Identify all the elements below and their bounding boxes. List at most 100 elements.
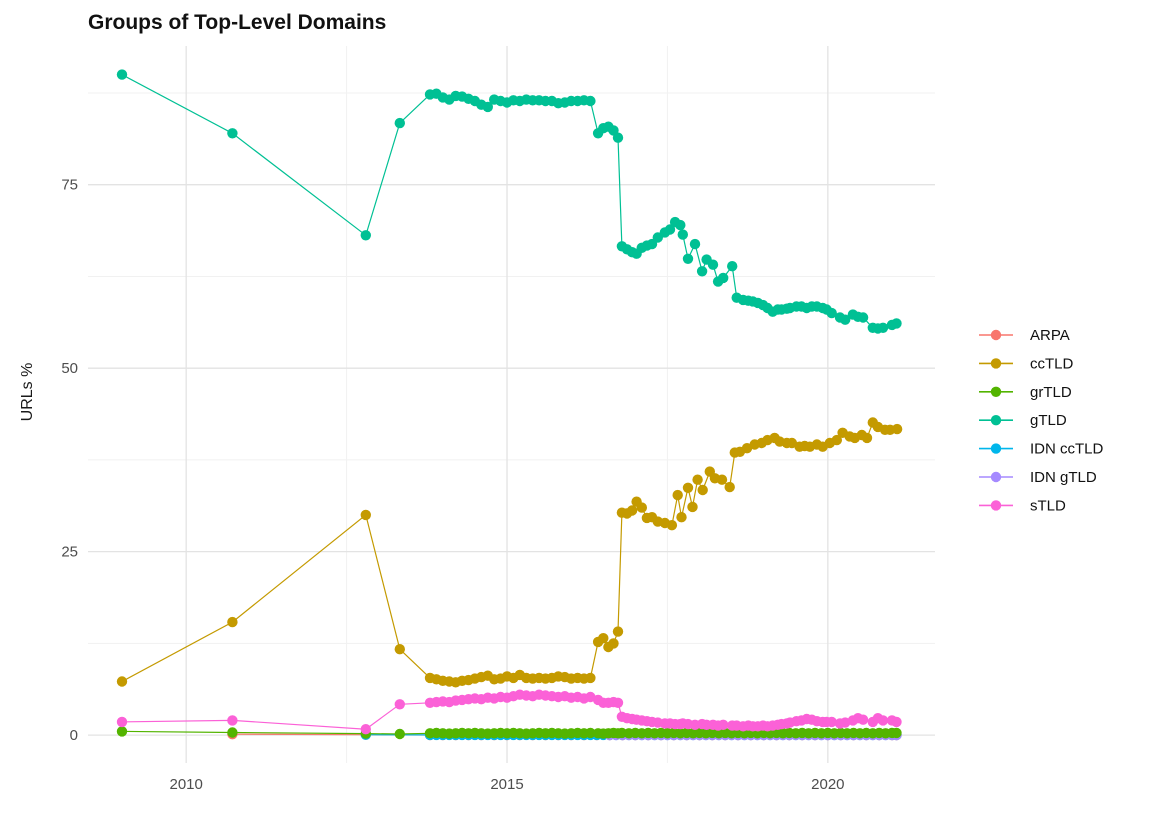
data-point-gtld <box>707 259 719 270</box>
data-point-stld <box>877 715 889 726</box>
data-point-stld <box>891 716 902 728</box>
data-point-stld <box>227 715 238 726</box>
data-point-grtld <box>394 728 405 740</box>
legend-item-gtld: gTLD <box>979 412 1067 429</box>
data-point-cctld <box>682 482 694 493</box>
legend: ARPA ccTLD grTLD gTLD IDN ccTLD IDN gTLD sTLD <box>979 327 1104 514</box>
data-point-gtld <box>482 101 493 113</box>
data-point-stld <box>116 716 128 728</box>
data-point-cctld <box>861 432 873 444</box>
data-point-cctld <box>227 616 238 628</box>
data-point-stld <box>718 719 729 730</box>
data-point-gtld <box>718 272 729 284</box>
data-point-gtld <box>857 312 869 323</box>
legend-label-idn-gtld: IDN gTLD <box>1030 469 1097 486</box>
legend-key-dot-cctld <box>990 358 1002 369</box>
legend-item-arpa: ARPA <box>979 327 1070 344</box>
data-point-gtld <box>877 322 889 333</box>
legend-key-dot-gtld <box>990 415 1002 426</box>
data-point-cctld <box>741 443 753 454</box>
legend-item-stld: sTLD <box>979 497 1066 514</box>
data-point-gtld <box>227 128 238 139</box>
data-point-cctld <box>626 505 638 516</box>
data-point-gtld <box>394 117 405 129</box>
y-tick-label: 50 <box>61 360 78 377</box>
data-point-cctld <box>636 502 647 513</box>
legend-item-idn-gtld: IDN gTLD <box>979 469 1097 486</box>
data-point-cctld <box>608 638 619 649</box>
series-gtld <box>116 69 902 334</box>
gridlines-major <box>88 46 935 763</box>
legend-item-cctld: ccTLD <box>979 355 1074 372</box>
data-point-gtld <box>689 238 701 250</box>
data-point-cctld <box>598 633 609 644</box>
legend-label-stld: sTLD <box>1030 497 1066 514</box>
data-point-gtld <box>585 95 596 107</box>
data-point-gtld <box>677 229 688 240</box>
data-point-cctld <box>116 676 128 687</box>
data-point-cctld <box>672 489 683 501</box>
data-point-grtld <box>227 727 238 738</box>
data-point-grtld <box>585 727 596 739</box>
gridlines-minor <box>88 46 935 763</box>
legend-item-grtld: grTLD <box>979 384 1072 401</box>
legend-label-idn-cctld: IDN ccTLD <box>1030 441 1104 458</box>
data-point-gtld <box>360 230 371 241</box>
legend-label-arpa: ARPA <box>1030 327 1070 344</box>
data-point-stld <box>826 716 837 728</box>
data-point-gtld <box>696 266 708 277</box>
legend-key-dot-stld <box>990 500 1002 511</box>
data-point-stld <box>612 697 624 708</box>
data-point-cctld <box>831 434 842 446</box>
legend-item-idn-cctld: IDN ccTLD <box>979 441 1104 458</box>
data-point-gtld <box>891 318 902 329</box>
data-point-stld <box>360 724 371 735</box>
data-point-cctld <box>585 672 596 684</box>
data-point-cctld <box>692 474 703 485</box>
x-tick-label: 2015 <box>490 776 523 793</box>
data-point-gtld <box>840 314 851 325</box>
x-tick-label: 2020 <box>811 776 844 793</box>
x-tick-label: 2010 <box>169 776 202 793</box>
data-point-stld <box>857 714 869 725</box>
legend-label-grtld: grTLD <box>1030 384 1072 401</box>
data-point-cctld <box>786 437 798 449</box>
data-point-gtld <box>727 261 738 272</box>
y-tick-label: 0 <box>70 727 78 744</box>
data-point-gtld <box>664 224 676 235</box>
series-grtld <box>116 726 902 740</box>
chart-title: Groups of Top-Level Domains <box>88 11 386 34</box>
series-stld <box>116 689 902 735</box>
data-point-cctld <box>716 474 728 485</box>
data-point-gtld <box>675 219 686 231</box>
legend-key-dot-arpa <box>990 329 1002 341</box>
legend-key-dot-idn-gtld <box>990 471 1002 483</box>
data-point-grtld <box>116 726 128 737</box>
y-axis-title: URLs % <box>19 363 36 422</box>
legend-label-cctld: ccTLD <box>1030 355 1074 372</box>
data-point-cctld <box>891 423 903 435</box>
series-layer <box>116 69 903 741</box>
legend-key-dot-grtld <box>990 386 1002 397</box>
data-point-gtld <box>826 307 837 319</box>
data-point-grtld <box>891 727 902 739</box>
data-point-cctld <box>697 484 708 496</box>
data-point-cctld <box>676 512 687 523</box>
data-point-gtld <box>116 69 128 80</box>
data-point-cctld <box>360 509 371 521</box>
data-point-stld <box>394 699 405 710</box>
data-point-gtld <box>612 132 624 143</box>
series-cctld <box>116 417 903 688</box>
legend-label-gtld: gTLD <box>1030 412 1067 429</box>
axis-tick-labels: 0 25 50 75 2010 2015 2020 <box>61 177 844 793</box>
data-point-cctld <box>666 520 678 531</box>
y-tick-label: 25 <box>61 544 78 561</box>
data-point-cctld <box>724 481 735 493</box>
data-point-cctld <box>612 626 624 637</box>
series-line-gtld <box>121 74 897 330</box>
legend-key-dot-idn-cctld <box>990 443 1002 454</box>
data-point-cctld <box>394 644 405 655</box>
y-tick-label: 75 <box>61 177 78 194</box>
